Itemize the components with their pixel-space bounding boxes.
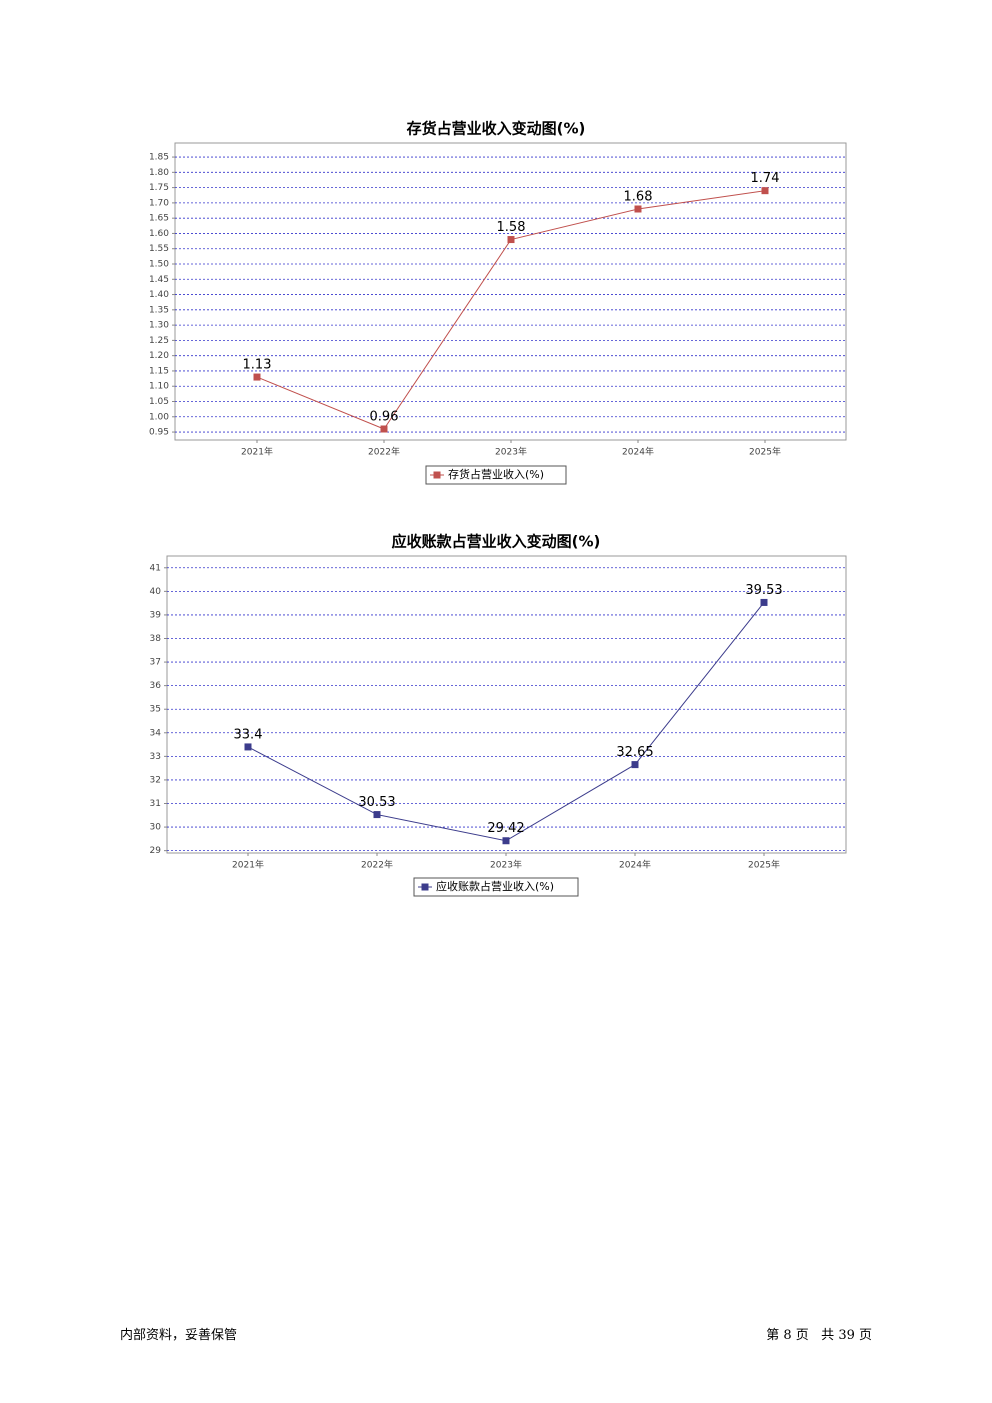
marker bbox=[507, 236, 515, 244]
legend-box bbox=[425, 465, 567, 485]
y-tick-label: 30 bbox=[150, 823, 162, 833]
y-tick-label: 1.10 bbox=[149, 382, 169, 392]
chart-title: 存货占营业收入变动图(%) bbox=[407, 120, 586, 138]
chart-title: 应收账款占营业收入变动图(%) bbox=[392, 533, 601, 551]
marker bbox=[502, 837, 510, 845]
y-tick-label: 36 bbox=[150, 681, 162, 691]
marker bbox=[631, 761, 639, 769]
x-tick-label: 2022年 bbox=[361, 859, 393, 871]
data-label: 30.53 bbox=[358, 795, 395, 810]
data-label: 1.13 bbox=[243, 358, 272, 373]
marker bbox=[761, 187, 769, 195]
y-tick-label: 1.75 bbox=[149, 183, 169, 193]
data-label: 1.68 bbox=[624, 190, 653, 205]
y-tick-label: 0.95 bbox=[149, 428, 169, 438]
chart: 应收账款占营业收入变动图(%) 29 30 31 32 33 34 35 36 37 38 39 40 4… bbox=[150, 533, 847, 897]
footer-left: 内部资料，妥善保管 bbox=[120, 1328, 238, 1343]
y-tick-label: 29 bbox=[150, 846, 162, 856]
data-label: 39.53 bbox=[745, 583, 782, 598]
y-tick-label: 1.60 bbox=[149, 229, 169, 239]
legend bbox=[413, 877, 579, 897]
y-tick-label: 1.65 bbox=[149, 214, 169, 224]
y-tick-label: 1.45 bbox=[149, 275, 169, 285]
y-tick-label: 31 bbox=[150, 799, 161, 809]
legend bbox=[425, 465, 567, 485]
legend-marker bbox=[421, 883, 429, 891]
y-tick-label: 1.50 bbox=[149, 260, 169, 270]
x-tick-label: 2021年 bbox=[232, 859, 264, 871]
y-tick-label: 1.30 bbox=[149, 321, 169, 331]
data-label: 1.58 bbox=[497, 220, 526, 235]
y-tick-label: 33 bbox=[150, 752, 161, 762]
legend-box bbox=[413, 877, 579, 897]
x-tick-label: 2021年 bbox=[241, 446, 273, 458]
data-label: 33.4 bbox=[234, 727, 263, 742]
x-tick-label: 2025年 bbox=[749, 446, 781, 458]
x-tick-label: 2023年 bbox=[490, 859, 522, 871]
data-label: 32.65 bbox=[616, 745, 653, 760]
y-tick-label: 37 bbox=[150, 658, 161, 668]
chart: 存货占营业收入变动图(%) 0.95 1.00 1.05 1.10 1.15 1.20 1.2… bbox=[149, 120, 847, 485]
y-tick-label: 1.20 bbox=[149, 351, 169, 361]
data-label: 1.74 bbox=[751, 171, 780, 186]
y-tick-label: 1.80 bbox=[149, 168, 169, 178]
y-tick-label: 41 bbox=[150, 563, 161, 573]
legend-marker bbox=[433, 471, 441, 479]
y-tick-label: 1.05 bbox=[149, 397, 169, 407]
marker bbox=[244, 743, 252, 751]
y-tick-label: 1.25 bbox=[149, 336, 169, 346]
data-label: 0.96 bbox=[370, 410, 399, 425]
x-tick-label: 2023年 bbox=[495, 446, 527, 458]
marker bbox=[634, 205, 642, 213]
footer-page: 第 8 页 共 39 页 bbox=[766, 1328, 872, 1343]
y-tick-label: 1.85 bbox=[149, 153, 169, 163]
y-tick-label: 38 bbox=[150, 634, 162, 644]
plot-area bbox=[166, 555, 847, 854]
y-tick-label: 1.00 bbox=[149, 412, 169, 422]
marker bbox=[760, 598, 768, 606]
y-tick-label: 35 bbox=[150, 705, 161, 715]
x-tick-label: 2024年 bbox=[622, 446, 654, 458]
y-tick-label: 32 bbox=[150, 775, 161, 785]
x-tick-label: 2024年 bbox=[619, 859, 651, 871]
legend-label: 应收账款占营业收入(%) bbox=[436, 879, 554, 893]
legend-label: 存货占营业收入(%) bbox=[448, 467, 544, 481]
marker bbox=[373, 811, 381, 819]
marker bbox=[380, 425, 388, 433]
x-tick-label: 2025年 bbox=[748, 859, 780, 871]
y-tick-label: 34 bbox=[150, 728, 162, 738]
y-tick-label: 40 bbox=[150, 587, 162, 597]
y-tick-label: 1.15 bbox=[149, 366, 169, 376]
marker bbox=[253, 373, 261, 381]
y-tick-label: 1.55 bbox=[149, 244, 169, 254]
y-tick-label: 1.70 bbox=[149, 198, 169, 208]
data-label: 29.42 bbox=[487, 821, 524, 836]
x-tick-label: 2022年 bbox=[368, 446, 400, 458]
y-tick-label: 1.40 bbox=[149, 290, 169, 300]
y-tick-label: 39 bbox=[150, 610, 162, 620]
y-tick-label: 1.35 bbox=[149, 305, 169, 315]
plot-area bbox=[174, 142, 847, 441]
